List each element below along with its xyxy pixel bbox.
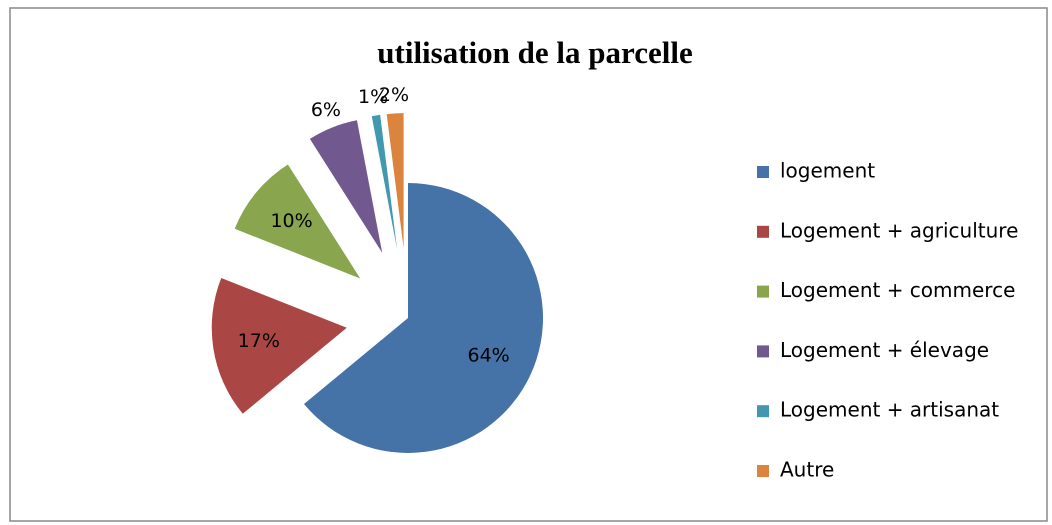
legend-swatch (757, 465, 769, 477)
data-label: 10% (270, 210, 312, 232)
data-label: 64% (468, 344, 510, 366)
pie-slice (211, 278, 347, 414)
legend-swatch (757, 405, 769, 418)
data-label: 2% (379, 84, 409, 106)
data-label: 6% (311, 99, 341, 121)
data-label: 17% (238, 330, 280, 352)
pie-slice (386, 113, 404, 249)
legend-swatch (757, 225, 769, 238)
pie-slice (303, 183, 543, 454)
legend-label: Autre (780, 458, 834, 482)
legend-swatch (757, 345, 769, 358)
legend-label: Logement + élevage (780, 338, 989, 362)
legend-label: logement (780, 159, 875, 183)
data-label: 1% (358, 86, 388, 108)
legend-swatch (757, 285, 769, 298)
legend-label: Logement + agriculture (780, 218, 1018, 242)
pie-slice (371, 114, 398, 249)
pie-slice (234, 164, 361, 279)
chart-title: utilisation de la parcelle (377, 35, 692, 70)
legend-label: Logement + commerce (780, 278, 1015, 302)
legend-swatch (757, 166, 769, 178)
pie-slice (309, 120, 383, 253)
legend-label: Logement + artisanat (780, 398, 999, 422)
